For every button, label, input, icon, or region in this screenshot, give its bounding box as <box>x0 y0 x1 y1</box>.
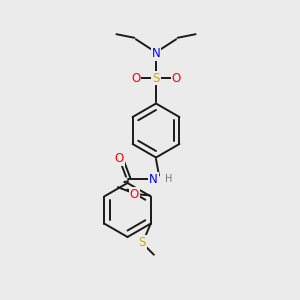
Text: N: N <box>149 172 158 186</box>
Text: O: O <box>115 152 124 165</box>
Text: N: N <box>152 47 160 60</box>
Text: H: H <box>165 174 172 184</box>
Text: O: O <box>172 71 181 85</box>
Text: O: O <box>131 71 140 85</box>
Text: S: S <box>138 236 146 249</box>
Text: S: S <box>152 71 160 85</box>
Text: O: O <box>130 188 139 201</box>
